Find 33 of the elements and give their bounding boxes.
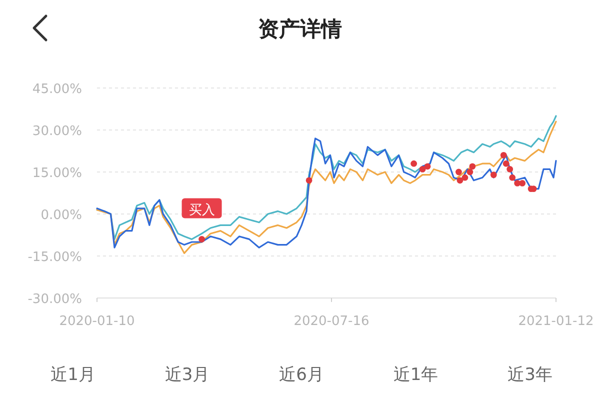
- point: [466, 168, 474, 176]
- point: [306, 177, 312, 184]
- point: [424, 163, 431, 170]
- point: [462, 174, 468, 181]
- y-tick-label: 15.00%: [32, 166, 82, 181]
- text: 近3月: [164, 365, 210, 385]
- point: [519, 180, 526, 186]
- point: [198, 236, 205, 242]
- point: [410, 160, 418, 167]
- annotation: 买入: [188, 203, 215, 218]
- point: [469, 163, 476, 170]
- x-tick-label: 2020-01-10: [59, 314, 135, 329]
- point: [456, 177, 464, 184]
- point: [502, 160, 510, 167]
- y-tick-label: -15.00%: [28, 250, 82, 265]
- y-tick-label: -30.00%: [28, 292, 82, 307]
- y-tick-label: 0.00%: [40, 208, 82, 223]
- y-tick-label: 45.00%: [32, 82, 82, 97]
- x-tick-label: 2020-07-16: [294, 314, 370, 329]
- point: [509, 174, 516, 181]
- x-tick-label: 2021-01-12: [518, 314, 594, 329]
- text: 近1月: [50, 365, 96, 385]
- y-tick-label: 30.00%: [32, 124, 82, 139]
- text: 近1年: [393, 365, 438, 385]
- text: 近3年: [508, 365, 552, 385]
- chart-title: 资产详情: [258, 17, 342, 41]
- point: [419, 166, 426, 172]
- point: [456, 168, 462, 176]
- text: 近6月: [279, 365, 324, 385]
- point: [500, 152, 507, 158]
- point: [506, 166, 514, 172]
- point: [490, 172, 497, 178]
- line-series: [96, 138, 557, 248]
